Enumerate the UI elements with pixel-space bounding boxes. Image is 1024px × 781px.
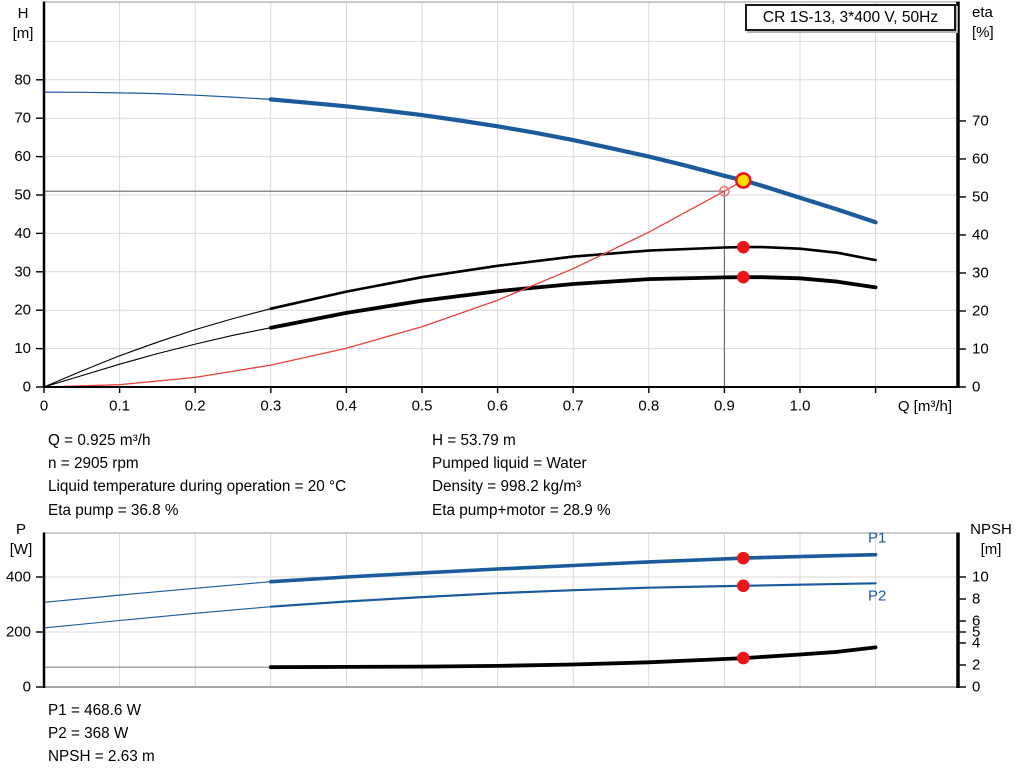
svg-text:70: 70 (14, 110, 31, 127)
info-eta-pump: Eta pump = 36.8 % (48, 501, 179, 519)
duty-info-right: H = 53.79 m Pumped liquid = Water Densit… (432, 429, 611, 522)
h-axis-label-symbol: H (17, 5, 29, 22)
svg-text:0.2: 0.2 (185, 398, 206, 415)
svg-text:0: 0 (972, 679, 980, 696)
svg-text:10: 10 (972, 340, 989, 357)
svg-text:200: 200 (6, 624, 31, 641)
svg-text:5: 5 (972, 624, 980, 641)
info-flow: Q = 0.925 m³/h (48, 432, 151, 449)
svg-text:0.5: 0.5 (412, 398, 433, 415)
svg-text:20: 20 (972, 302, 989, 319)
svg-text:50: 50 (972, 188, 989, 205)
svg-text:1.0: 1.0 (790, 398, 811, 415)
p-axis-label-unit: [W] (9, 541, 33, 558)
svg-text:0.6: 0.6 (487, 398, 508, 415)
svg-text:P2: P2 (868, 587, 886, 604)
svg-text:2: 2 (972, 657, 980, 674)
svg-text:50: 50 (14, 186, 31, 203)
pump-model-title: CR 1S-13, 3*400 V, 50Hz (762, 8, 939, 26)
info-pumped-liquid: Pumped liquid = Water (432, 455, 587, 473)
pump-model-title-box: CR 1S-13, 3*400 V, 50Hz (745, 4, 956, 31)
info-p2: P2 = 368 W (48, 725, 129, 743)
svg-text:20: 20 (14, 302, 31, 319)
svg-text:0: 0 (972, 379, 980, 396)
npsh-axis-label-unit: [m] (980, 541, 1002, 558)
eta-axis-label: eta [%] (972, 3, 1020, 43)
svg-text:30: 30 (972, 264, 989, 281)
svg-text:0.3: 0.3 (260, 398, 281, 415)
info-npsh: NPSH = 2.63 m (48, 748, 155, 766)
info-speed: n = 2905 rpm (48, 455, 139, 473)
npsh-axis-label: NPSH [m] (962, 520, 1020, 560)
svg-text:70: 70 (972, 112, 989, 129)
svg-text:0: 0 (23, 379, 31, 396)
svg-text:8: 8 (972, 591, 980, 608)
h-axis-label-unit: [m] (12, 25, 34, 42)
h-axis-label: H [m] (6, 4, 40, 44)
svg-text:P1: P1 (868, 530, 886, 547)
p-axis-label-symbol: P (15, 521, 26, 538)
power-info: P1 = 468.6 W P2 = 368 W NPSH = 2.63 m (48, 699, 155, 769)
info-liquid-temperature: Liquid temperature during operation = 20… (48, 478, 347, 496)
info-p1: P1 = 468.6 W (48, 702, 142, 719)
eta-axis-label-unit: [%] (972, 24, 994, 41)
svg-text:0.4: 0.4 (336, 398, 357, 415)
svg-text:400: 400 (6, 569, 31, 586)
svg-text:60: 60 (14, 148, 31, 165)
svg-text:4: 4 (972, 635, 980, 652)
q-axis-label: Q [m³/h] (897, 398, 952, 415)
svg-text:0: 0 (40, 398, 48, 415)
info-head: H = 53.79 m (432, 432, 516, 449)
svg-text:0.7: 0.7 (563, 398, 584, 415)
eta-axis-label-symbol: eta (972, 4, 993, 21)
svg-text:0: 0 (23, 679, 31, 696)
svg-text:0.8: 0.8 (638, 398, 659, 415)
svg-text:30: 30 (14, 263, 31, 280)
svg-text:40: 40 (14, 225, 31, 242)
svg-text:6: 6 (972, 613, 980, 630)
svg-text:10: 10 (14, 340, 31, 357)
svg-text:80: 80 (14, 71, 31, 88)
duty-info-left: Q = 0.925 m³/h n = 2905 rpm Liquid tempe… (48, 429, 346, 522)
npsh-axis-label-symbol: NPSH (970, 521, 1012, 538)
svg-text:40: 40 (972, 226, 989, 243)
svg-text:60: 60 (972, 150, 989, 167)
svg-text:0.9: 0.9 (714, 398, 735, 415)
svg-text:10: 10 (972, 569, 989, 586)
svg-text:0.1: 0.1 (109, 398, 130, 415)
info-density: Density = 998.2 kg/m³ (432, 478, 582, 496)
info-eta-pump-motor: Eta pump+motor = 28.9 % (432, 501, 611, 519)
p-axis-label: P [W] (4, 520, 38, 560)
